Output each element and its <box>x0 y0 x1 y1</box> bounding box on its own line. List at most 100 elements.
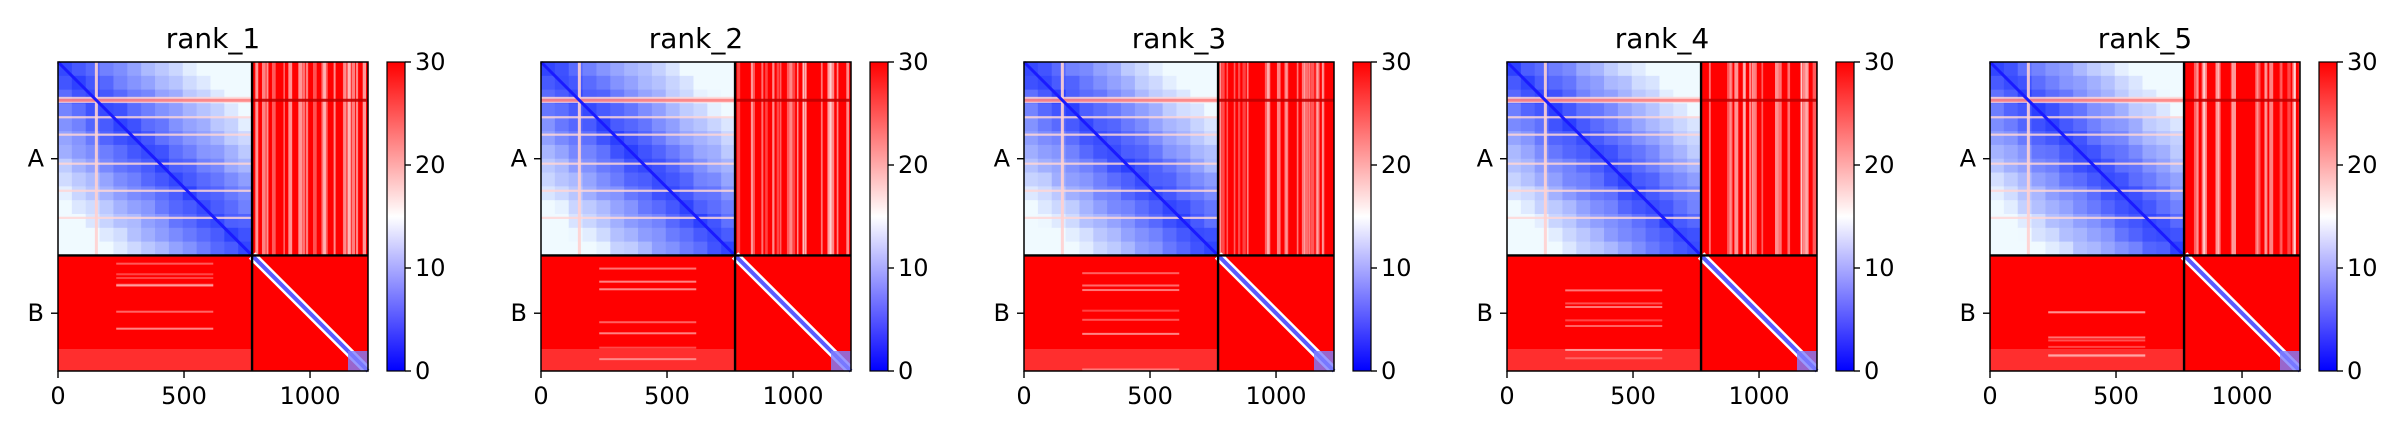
cell <box>568 117 584 132</box>
cell <box>1037 103 1053 118</box>
axes-frame <box>57 61 369 372</box>
cell <box>1176 62 1191 77</box>
cell <box>58 200 73 215</box>
cell <box>1204 158 1219 174</box>
y-tick-label: B <box>28 299 44 327</box>
y-tick-label: A <box>511 145 528 173</box>
cell <box>2156 75 2171 91</box>
cell <box>1079 75 1094 91</box>
cell <box>2031 200 2047 215</box>
cell <box>1051 227 1067 243</box>
cell <box>1990 186 2005 201</box>
colorbar: 0 10 20 30 <box>869 48 929 385</box>
cell <box>1590 131 1605 146</box>
cell <box>1107 213 1122 229</box>
colorbar-tick-label: 0 <box>1864 357 1879 385</box>
cell <box>1631 144 1647 160</box>
cell <box>1990 117 2005 132</box>
streak <box>1990 98 2185 102</box>
cell <box>541 117 556 132</box>
cell <box>99 213 115 229</box>
streak <box>1267 62 1271 256</box>
streak <box>1024 216 1219 219</box>
cell <box>1631 62 1647 77</box>
streak <box>1775 62 1779 256</box>
cell <box>2170 227 2185 243</box>
cell <box>1065 186 1081 201</box>
cell <box>610 158 625 174</box>
cell <box>210 158 225 174</box>
cell <box>58 158 73 174</box>
cell <box>1162 117 1178 132</box>
cell <box>665 75 681 91</box>
corner-patch <box>831 351 851 371</box>
cell <box>113 131 128 146</box>
streak <box>323 62 326 256</box>
streak <box>1082 289 1180 292</box>
cell <box>1590 75 1605 91</box>
cell <box>2170 103 2185 118</box>
cell <box>1659 158 1674 174</box>
streak <box>753 62 755 256</box>
cell <box>554 144 570 160</box>
cell <box>2003 117 2019 132</box>
cell <box>568 62 584 77</box>
cell <box>1190 200 1205 215</box>
cell <box>1162 158 1178 174</box>
cell <box>638 227 653 243</box>
streak <box>802 62 805 256</box>
cell <box>1051 172 1067 187</box>
streak <box>1233 62 1236 256</box>
cell <box>1079 103 1094 118</box>
streak <box>2203 62 2208 256</box>
cell <box>2017 241 2033 257</box>
cell <box>638 186 653 201</box>
cell <box>1520 241 1536 257</box>
cell <box>99 241 115 257</box>
cell <box>610 241 625 257</box>
cell <box>2003 213 2019 229</box>
streak <box>1778 62 1781 256</box>
cell <box>1687 158 1702 174</box>
cell <box>2017 186 2033 201</box>
streak <box>541 98 736 102</box>
streak <box>2193 62 2198 256</box>
cell <box>554 103 570 118</box>
cell <box>1107 227 1122 243</box>
streak <box>283 62 285 256</box>
cell <box>71 200 87 215</box>
streak <box>1565 319 1663 322</box>
streak <box>1321 62 1324 256</box>
streak <box>1507 189 1702 192</box>
cell <box>541 103 556 118</box>
cell <box>2114 172 2130 187</box>
cell <box>1534 144 1550 160</box>
cell <box>2128 75 2144 91</box>
cell <box>1051 62 1067 77</box>
cell <box>196 227 212 243</box>
cell <box>721 144 736 160</box>
cell <box>141 241 156 257</box>
cell <box>1190 75 1205 91</box>
streak <box>772 62 775 256</box>
cell <box>85 117 101 132</box>
cell <box>1121 144 1136 160</box>
cell <box>1990 241 2005 257</box>
cell <box>2142 131 2157 146</box>
streak <box>254 62 259 256</box>
cell <box>1507 213 1522 229</box>
cell <box>541 241 556 257</box>
cell <box>1576 158 1591 174</box>
streak <box>58 96 253 100</box>
cell <box>2156 241 2171 257</box>
cell <box>541 200 556 215</box>
cell <box>651 131 667 146</box>
cell <box>1204 103 1219 118</box>
streak <box>541 216 736 219</box>
cell <box>1051 117 1067 132</box>
cell <box>1190 172 1205 187</box>
cell <box>1065 117 1081 132</box>
cell <box>113 227 128 243</box>
cell <box>1673 144 1688 160</box>
streak <box>1727 62 1730 256</box>
